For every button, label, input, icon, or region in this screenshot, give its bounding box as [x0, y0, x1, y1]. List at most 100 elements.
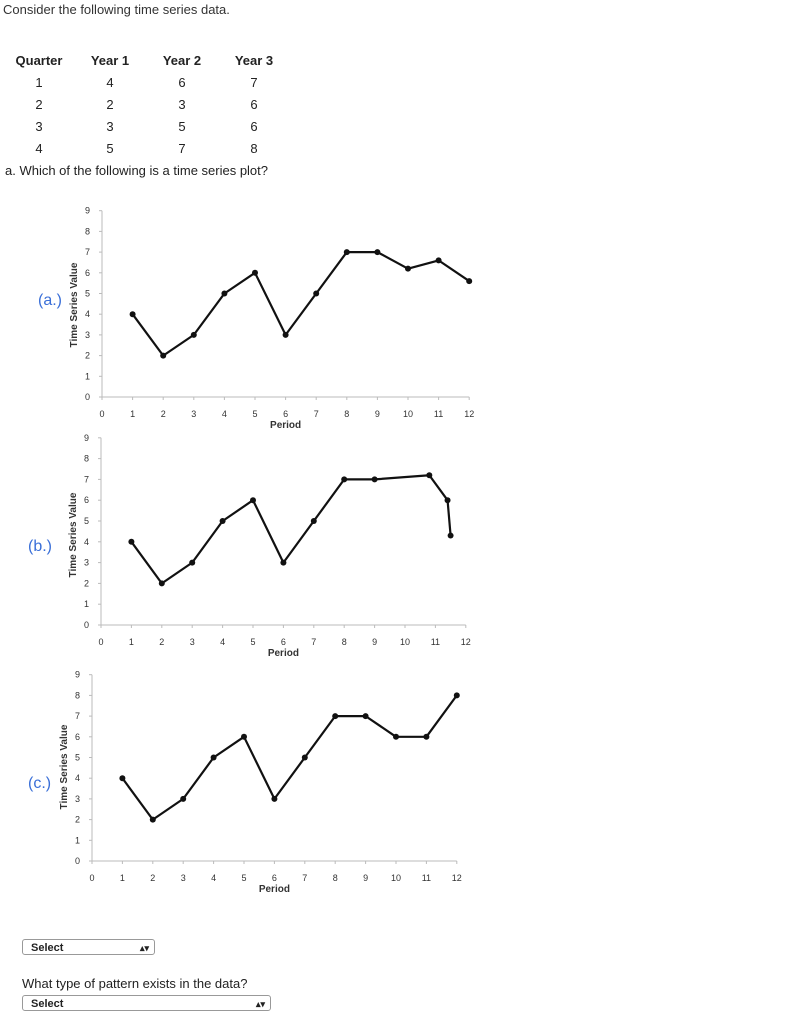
y-tick-label: 8 [75, 690, 80, 700]
x-tick-label: 6 [272, 873, 277, 883]
column-header: Quarter [15, 52, 63, 68]
data-point [190, 331, 197, 338]
x-tick-label: 11 [431, 637, 440, 647]
table-cell: 3 [35, 118, 43, 134]
data-point [426, 472, 433, 479]
y-tick-label: 4 [85, 309, 90, 319]
y-tick-label: 0 [75, 856, 80, 866]
option-c-label[interactable]: (c.) [28, 775, 52, 792]
data-point [158, 580, 165, 587]
x-tick-label: 9 [363, 873, 368, 883]
data-point [252, 269, 258, 276]
table-cell: 7 [178, 140, 186, 156]
table-cell: 1 [35, 74, 43, 90]
x-tick-label: 10 [403, 409, 413, 419]
data-point [466, 278, 473, 285]
x-tick-label: 0 [99, 409, 104, 419]
table-cell: 5 [178, 118, 186, 134]
table-cell: 5 [106, 140, 114, 156]
data-point [444, 497, 451, 504]
y-tick-label: 6 [75, 732, 80, 742]
x-tick-label: 2 [159, 637, 164, 647]
y-tick-label: 7 [85, 247, 90, 257]
x-tick-label: 7 [302, 873, 307, 883]
table-row: 3 3 5 6 [4, 115, 290, 137]
pattern-answer-select[interactable]: Select ▴▾ [22, 995, 271, 1011]
x-tick-label: 6 [283, 409, 288, 419]
table-row: 4 5 7 8 [4, 137, 290, 159]
x-tick-label: 9 [375, 409, 380, 419]
x-tick-label: 5 [252, 409, 257, 419]
y-tick-label: 8 [85, 226, 90, 236]
option-a-label[interactable]: (a.) [38, 292, 62, 309]
table-cell: 4 [106, 74, 114, 90]
data-point [405, 265, 411, 272]
plot-answer-select[interactable]: Select ▴▾ [22, 939, 155, 955]
table-row: 2 2 3 6 [4, 93, 290, 115]
y-tick-label: 7 [84, 474, 89, 484]
x-tick-label: 3 [181, 873, 186, 883]
x-tick-label: 0 [98, 637, 103, 647]
data-point [343, 249, 350, 256]
x-tick-label: 12 [461, 637, 471, 647]
y-tick-label: 5 [84, 516, 89, 526]
data-point [119, 775, 126, 782]
y-tick-label: 3 [85, 330, 90, 340]
x-axis-title: Period [268, 648, 299, 659]
table-cell: 3 [106, 118, 114, 134]
table-cell: 3 [178, 96, 186, 112]
y-tick-label: 3 [84, 558, 89, 568]
data-point [241, 733, 247, 740]
data-point [341, 476, 348, 483]
question-a: a. Which of the following is a time seri… [5, 163, 269, 178]
data-point [362, 713, 369, 720]
x-tick-label: 8 [333, 873, 338, 883]
y-tick-label: 5 [85, 289, 90, 299]
intro-text: Consider the following time series data. [3, 2, 230, 17]
y-tick-label: 6 [84, 495, 89, 505]
data-point [221, 290, 228, 297]
x-tick-label: 4 [222, 409, 227, 419]
column-header: Year 3 [234, 52, 274, 68]
x-tick-label: 12 [464, 409, 474, 419]
y-tick-label: 9 [84, 433, 89, 443]
x-axis-title: Period [259, 884, 290, 895]
option-b-label[interactable]: (b.) [28, 538, 52, 555]
data-point [332, 713, 339, 720]
x-tick-label: 12 [452, 873, 462, 883]
x-tick-label: 1 [129, 637, 134, 647]
data-point [301, 754, 308, 761]
data-point [453, 692, 460, 699]
y-axis-title: Time Series Value [59, 724, 70, 809]
series-line [130, 474, 452, 585]
x-tick-label: 4 [220, 637, 225, 647]
x-tick-label: 7 [314, 409, 319, 419]
x-tick-label: 3 [190, 637, 195, 647]
data-point [374, 249, 381, 256]
data-point [129, 311, 136, 318]
y-tick-label: 4 [75, 773, 80, 783]
data-point [160, 352, 167, 359]
series-line [131, 250, 470, 357]
y-tick-label: 9 [85, 206, 90, 216]
y-tick-label: 7 [75, 711, 80, 721]
data-point [310, 518, 317, 524]
y-tick-label: 0 [84, 620, 89, 630]
y-tick-label: 8 [84, 454, 89, 464]
table-cell: 6 [250, 96, 258, 112]
data-point [250, 497, 256, 504]
series-line [121, 694, 458, 821]
x-tick-label: 7 [311, 637, 316, 647]
y-tick-label: 2 [75, 815, 80, 825]
x-tick-label: 5 [241, 873, 246, 883]
table-cell: 6 [178, 74, 186, 90]
data-point [280, 559, 287, 566]
y-tick-label: 1 [85, 371, 90, 381]
x-tick-label: 2 [161, 409, 166, 419]
data-point [423, 733, 430, 740]
x-tick-label: 2 [150, 873, 155, 883]
data-point [271, 795, 278, 802]
x-tick-label: 4 [211, 873, 216, 883]
